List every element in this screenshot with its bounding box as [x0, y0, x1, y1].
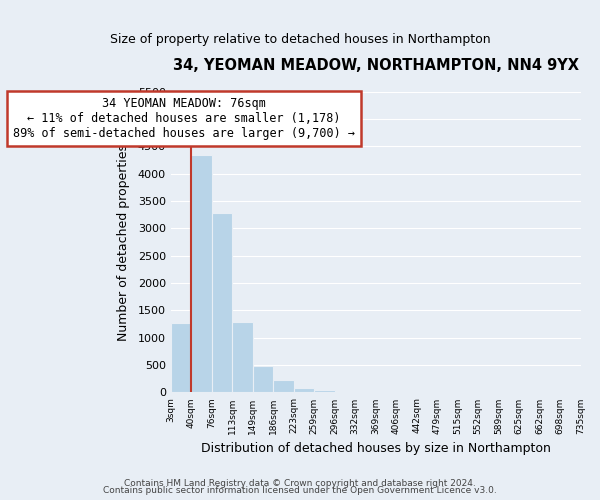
- Bar: [253, 366, 273, 392]
- Text: 34 YEOMAN MEADOW: 76sqm
← 11% of detached houses are smaller (1,178)
89% of semi: 34 YEOMAN MEADOW: 76sqm ← 11% of detache…: [13, 97, 355, 140]
- Bar: [273, 380, 294, 392]
- Bar: [314, 390, 335, 392]
- Title: 34, YEOMAN MEADOW, NORTHAMPTON, NN4 9YX: 34, YEOMAN MEADOW, NORTHAMPTON, NN4 9YX: [173, 58, 578, 72]
- Y-axis label: Number of detached properties: Number of detached properties: [116, 144, 130, 340]
- X-axis label: Distribution of detached houses by size in Northampton: Distribution of detached houses by size …: [201, 442, 551, 455]
- Text: Size of property relative to detached houses in Northampton: Size of property relative to detached ho…: [110, 32, 490, 46]
- Bar: [232, 322, 253, 392]
- Bar: [171, 323, 191, 392]
- Bar: [294, 388, 314, 392]
- Bar: [212, 212, 232, 392]
- Bar: [191, 155, 212, 392]
- Text: Contains public sector information licensed under the Open Government Licence v3: Contains public sector information licen…: [103, 486, 497, 495]
- Text: Contains HM Land Registry data © Crown copyright and database right 2024.: Contains HM Land Registry data © Crown c…: [124, 478, 476, 488]
